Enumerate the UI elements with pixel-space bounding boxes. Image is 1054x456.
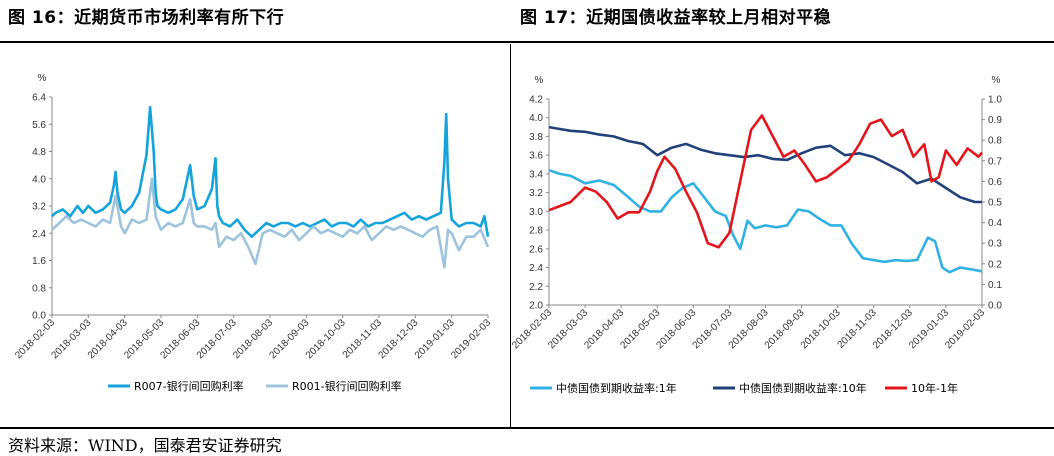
bottom-rule <box>0 427 1054 429</box>
series-line-1 <box>548 168 983 274</box>
x-tick-label: 2019-02-03 <box>449 317 493 361</box>
chart-right-title: 图 17：近期国债收益率较上月相对平稳 <box>520 8 832 28</box>
y2-tick-label: 0.8 <box>988 136 1002 147</box>
y2-tick-label: 0.2 <box>988 259 1002 270</box>
y-tick-label: 4.0 <box>32 174 46 185</box>
y2-tick-label: 0.7 <box>988 156 1002 167</box>
y-tick-label: 3.4 <box>529 169 543 180</box>
series-line-3 <box>548 114 983 249</box>
top-rule <box>0 41 1054 43</box>
y-tick-label: 3.2 <box>529 188 543 199</box>
legend-label-2: 中债国债到期收益率:10年 <box>739 381 867 395</box>
y2-tick-label: 0.9 <box>988 115 1002 126</box>
y2-tick-label: 0.0 <box>988 301 1002 312</box>
y-unit-label: % <box>38 73 47 84</box>
panel-divider <box>510 44 511 428</box>
y-tick-label: 3.8 <box>529 132 543 143</box>
legend-label-2: R001-银行间回购利率 <box>292 379 402 393</box>
y-tick-label: 0.0 <box>32 311 46 322</box>
y-tick-label: 4.2 <box>529 95 543 106</box>
y2-tick-label: 0.6 <box>988 177 1002 188</box>
y-tick-label: 5.6 <box>32 120 46 131</box>
y-tick-label: 2.6 <box>529 244 543 255</box>
y-unit-label: % <box>535 75 544 86</box>
y2-tick-label: 0.3 <box>988 239 1002 250</box>
y-tick-label: 4.8 <box>32 147 46 158</box>
chart-left-title: 图 16：近期货币市场利率有所下行 <box>8 8 285 28</box>
y-tick-label: 3.0 <box>529 207 543 218</box>
y-tick-label: 3.2 <box>32 202 46 213</box>
y-tick-label: 4.0 <box>529 113 543 124</box>
legend-label-1: R007-银行间回购利率 <box>134 379 244 393</box>
y2-tick-label: 1.0 <box>988 95 1002 106</box>
y-tick-label: 2.8 <box>529 226 543 237</box>
series-line-2 <box>51 177 490 269</box>
y-tick-label: 1.6 <box>32 256 46 267</box>
y2-tick-label: 0.1 <box>988 280 1002 291</box>
source-note: 资料来源：WIND，国泰君安证券研究 <box>8 436 282 455</box>
y-tick-label: 3.6 <box>529 151 543 162</box>
y-tick-label: 2.2 <box>529 282 543 293</box>
legend-label-3: 10年-1年 <box>911 381 958 395</box>
y2-tick-label: 0.4 <box>988 218 1002 229</box>
y-tick-label: 2.4 <box>32 229 46 240</box>
y-tick-label: 6.4 <box>32 93 46 104</box>
y-tick-label: 2.0 <box>529 301 543 312</box>
y-tick-label: 2.4 <box>529 263 543 274</box>
x-tick-label: 2019-02-03 <box>943 307 987 351</box>
y2-unit-label: % <box>992 75 1001 86</box>
series-line-2 <box>548 125 982 204</box>
y-tick-label: 0.8 <box>32 283 46 294</box>
y2-tick-label: 0.5 <box>988 198 1002 209</box>
series-line-1 <box>51 105 490 238</box>
legend-label-1: 中债国债到期收益率:1年 <box>556 381 677 395</box>
